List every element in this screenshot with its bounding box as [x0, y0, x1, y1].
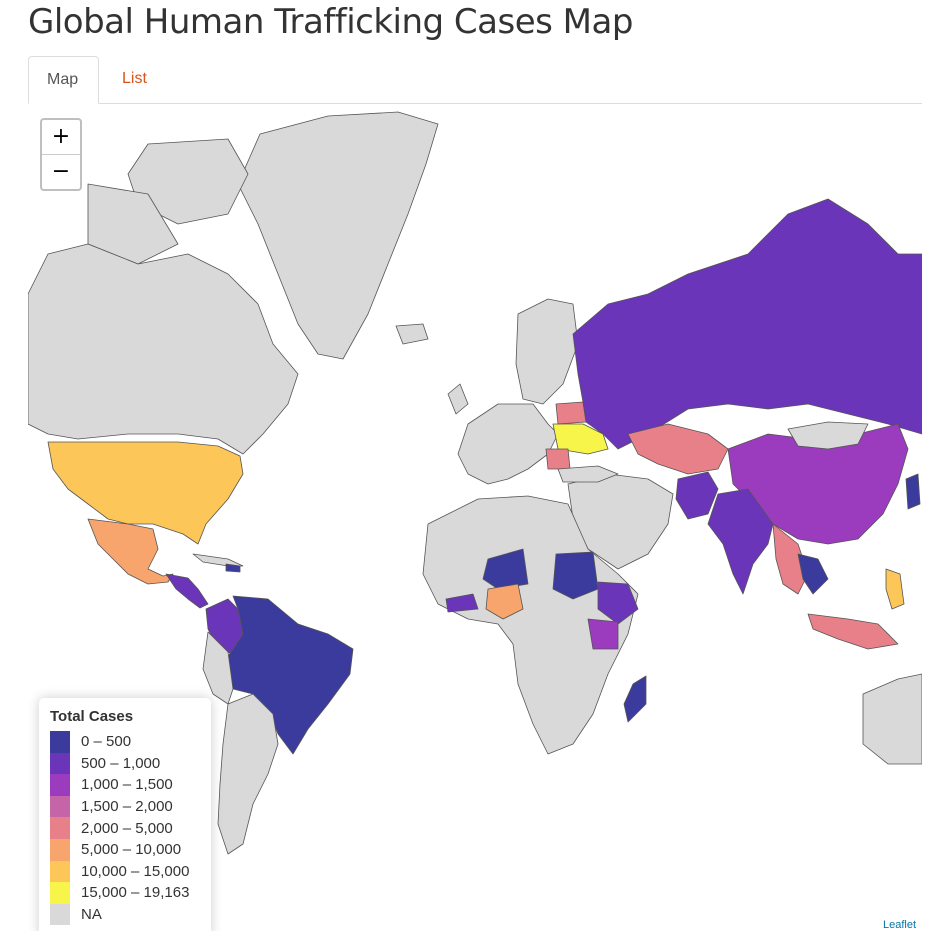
region-mongolia — [787, 421, 869, 450]
region-haiti — [225, 563, 241, 573]
legend-item: 10,000 – 15,000 — [50, 860, 201, 883]
legend-item: 1,500 – 2,000 — [50, 795, 201, 818]
tab-map[interactable]: Map — [28, 56, 99, 104]
legend-title: Total Cases — [50, 708, 134, 725]
legend-swatch — [50, 817, 70, 839]
region-canada — [28, 243, 299, 455]
legend-swatch — [50, 882, 70, 904]
region-russia — [572, 198, 922, 450]
region-india — [707, 488, 774, 595]
region-arctic-islands — [127, 138, 249, 225]
attribution-link[interactable]: Leaflet — [882, 919, 916, 931]
legend-label: 1,000 – 1,500 — [81, 776, 173, 794]
region-ethiopia — [597, 581, 639, 625]
legend-item: 0 – 500 — [50, 731, 201, 753]
region-turkey — [557, 465, 619, 483]
region-mexico — [87, 518, 174, 585]
legend-label: 15,000 – 19,163 — [81, 884, 190, 902]
legend: Total Cases 0 – 500 500 – 1,000 1,000 – 1,… — [39, 698, 211, 931]
legend-label: 2,000 – 5,000 — [81, 819, 173, 837]
region-madagascar — [623, 675, 647, 723]
legend-label: NA — [81, 906, 102, 924]
region-argentina — [217, 693, 279, 855]
region-europe — [457, 403, 559, 485]
world-map[interactable]: + − Total Cases 0 – 500 500 – 1,000 1,000 … — [28, 104, 922, 931]
region-arctic-islands-2 — [87, 183, 179, 265]
legend-label: 5,000 – 10,000 — [81, 841, 182, 859]
legend-item: 15,000 – 19,163 — [50, 882, 201, 904]
legend-swatch — [50, 731, 70, 753]
region-romania — [545, 448, 571, 470]
legend-label: 500 – 1,000 — [81, 754, 161, 772]
legend-label: 1,500 – 2,000 — [81, 798, 173, 816]
region-philippines — [885, 568, 905, 610]
zoom-control: + − — [40, 118, 82, 191]
region-myanmar — [772, 523, 809, 595]
legend-swatch — [50, 752, 70, 775]
region-sudan — [552, 551, 599, 600]
region-central-america — [165, 573, 209, 609]
region-kenya — [587, 618, 619, 650]
legend-swatch — [50, 795, 70, 818]
legend-swatch — [50, 838, 70, 861]
region-usa — [47, 441, 244, 545]
tab-list[interactable]: List — [122, 70, 147, 87]
region-japan — [905, 473, 921, 510]
region-afghanistan — [675, 471, 719, 520]
legend-swatch — [50, 774, 70, 796]
region-iceland — [395, 323, 429, 345]
legend-item: 5,000 – 10,000 — [50, 838, 201, 861]
region-brazil — [222, 595, 354, 755]
zoom-in-button[interactable]: + — [42, 120, 80, 155]
legend-item: 2,000 – 5,000 — [50, 817, 201, 839]
page-title: Global Human Trafficking Cases Map — [28, 2, 633, 42]
region-caribbean — [192, 553, 244, 567]
region-belarus — [555, 401, 587, 425]
legend-label: 10,000 – 15,000 — [81, 862, 190, 880]
zoom-out-button[interactable]: − — [51, 159, 71, 184]
region-thailand — [797, 553, 829, 595]
legend-label: 0 – 500 — [81, 733, 132, 751]
legend-item: 1,000 – 1,500 — [50, 774, 201, 796]
legend-swatch — [50, 903, 70, 926]
map-svg — [28, 111, 922, 855]
region-australia — [862, 673, 922, 765]
legend-item: NA — [50, 903, 201, 926]
legend-swatch — [50, 860, 70, 883]
region-nigeria — [485, 583, 524, 620]
tab-bar: Map List — [28, 56, 922, 104]
legend-item: 500 – 1,000 — [50, 752, 201, 775]
region-uk — [447, 383, 469, 415]
region-scandinavia — [515, 298, 579, 405]
region-kazakhstan — [627, 423, 729, 475]
region-west-africa — [445, 593, 479, 613]
region-indonesia — [807, 613, 899, 650]
region-greenland — [237, 111, 439, 360]
